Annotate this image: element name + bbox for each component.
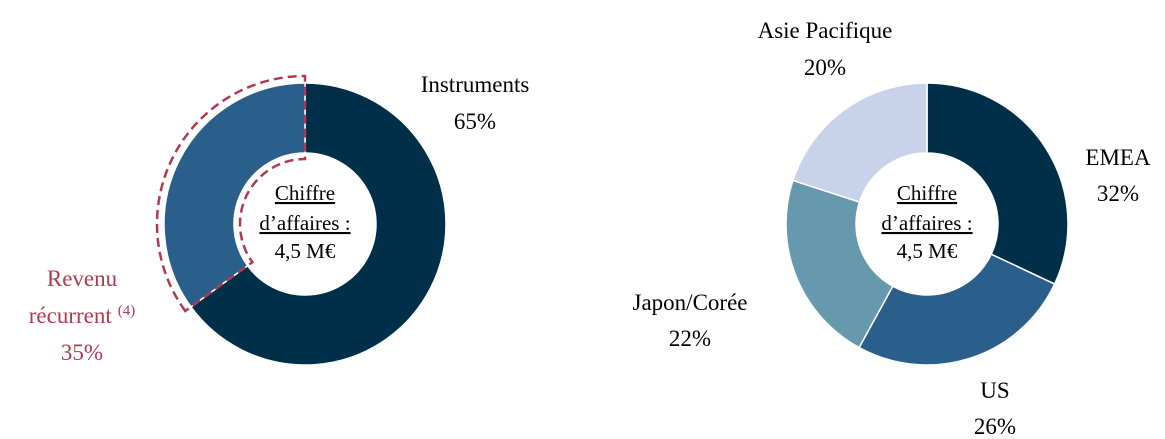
slice-asie-pacifique <box>791 82 928 204</box>
slice-us <box>858 253 1056 366</box>
donut-slices <box>785 82 1069 366</box>
footnote-superscript: (4) <box>118 303 136 319</box>
slice-value-emea: 32% <box>1097 181 1139 206</box>
slice-value-asia-pacific: 20% <box>804 55 846 80</box>
center-label-line1: Chiffre <box>897 181 957 205</box>
donut-chart-geographic-mix: Chiffre d’affaires : 4,5 M€ EMEA 32% US … <box>633 18 1151 439</box>
slice-label-us: US <box>980 378 1009 403</box>
slice-label-asia-pacific: Asie Pacifique <box>758 18 893 43</box>
slice-revenu <box>163 82 306 308</box>
slice-emea <box>926 82 1069 286</box>
center-label-line2: d’affaires : <box>259 211 350 235</box>
donut-chart-business-mix: Chiffre d’affaires : 4,5 M€ Instruments … <box>29 72 530 366</box>
slice-value-instruments: 65% <box>454 109 496 134</box>
slice-value-japan-korea: 22% <box>669 326 711 351</box>
slice-label-japan-korea: Japon/Corée <box>633 290 748 315</box>
slice-instruments <box>189 82 447 366</box>
recurring-revenue-highlight-outline <box>155 74 307 313</box>
center-label-line2: d’affaires : <box>881 211 972 235</box>
slice-value-us: 26% <box>974 414 1016 439</box>
slice-value-recurring: 35% <box>61 340 103 365</box>
slice-japon-cor-e <box>785 179 894 349</box>
slice-label-recurring-text: récurrent <box>29 303 113 328</box>
slice-label-recurring-line1: Revenu <box>47 266 118 291</box>
center-label-line1: Chiffre <box>275 181 335 205</box>
slice-label-emea: EMEA <box>1085 145 1151 170</box>
center-label-value: 4,5 M€ <box>275 239 336 263</box>
slice-label-instruments: Instruments <box>421 72 530 97</box>
donut-slices <box>163 82 447 366</box>
slice-label-recurring-line2: récurrent (4) <box>29 303 136 328</box>
center-label-value: 4,5 M€ <box>897 239 958 263</box>
